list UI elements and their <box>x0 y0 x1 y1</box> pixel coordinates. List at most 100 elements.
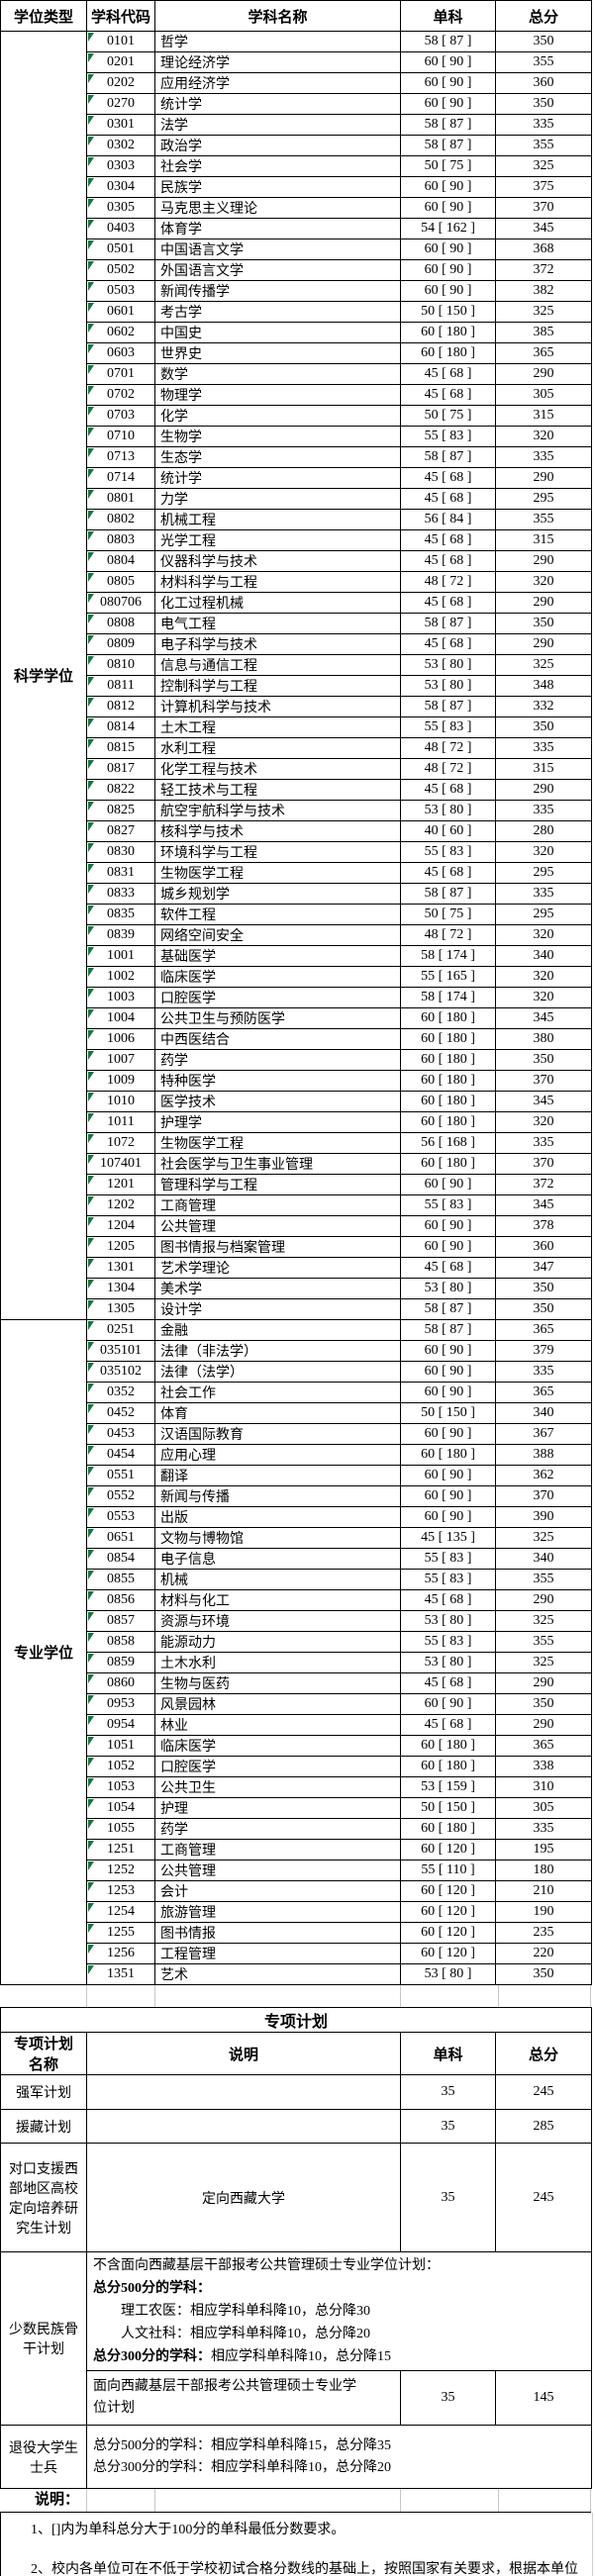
table-row: 0859 土木水利 53 [ 80 ] 325 <box>1 1652 592 1673</box>
total-score: 320 <box>533 990 554 1004</box>
total-score-cell: 345 <box>495 1007 592 1029</box>
plan-name: 强军计划 <box>0 2074 87 2110</box>
total-score: 378 <box>533 1218 554 1233</box>
single-score: 60 [ 180 ] <box>421 1094 475 1108</box>
cell-corner-marker <box>88 1321 94 1330</box>
subject-name: 药学 <box>160 1054 188 1069</box>
subject-name: 风景园林 <box>160 1698 216 1713</box>
subject-code: 0822 <box>107 782 135 797</box>
single-score: 60 [ 180 ] <box>421 1759 475 1773</box>
subject-code-cell: 1010 <box>86 1091 155 1112</box>
subject-name: 土木水利 <box>160 1657 216 1671</box>
header-plan-desc: 说明 <box>86 2032 401 2075</box>
subject-name: 马克思主义理论 <box>160 202 257 217</box>
total-score: 365 <box>533 1384 554 1399</box>
single-score: 45 [ 68 ] <box>424 491 472 506</box>
total-score: 290 <box>533 470 554 485</box>
total-score: 310 <box>533 1779 554 1794</box>
single-score-cell: 60 [ 120 ] <box>400 1839 496 1860</box>
subject-code: 1254 <box>107 1904 135 1919</box>
total-score-cell: 350 <box>495 716 592 738</box>
subject-name: 图书情报 <box>160 1927 216 1942</box>
table-row: 1253 会计 60 [ 120 ] 210 <box>1 1880 592 1902</box>
cell-corner-marker <box>88 1113 94 1122</box>
subject-name: 旅游管理 <box>160 1906 216 1921</box>
table-row: 0551 翻译 60 [ 90 ] 362 <box>1 1465 592 1486</box>
table-row: 1055 药学 60 [ 180 ] 335 <box>1 1818 592 1840</box>
total-score-cell: 370 <box>495 1485 592 1507</box>
table-row: 107401 社会医学与卫生事业管理 60 [ 180 ] 370 <box>1 1153 592 1175</box>
subject-code-cell: 1305 <box>86 1298 155 1320</box>
cell-corner-marker <box>88 157 94 166</box>
subject-name-cell: 资源与环境 <box>154 1610 401 1632</box>
single-score-cell: 60 [ 90 ] <box>400 1465 496 1486</box>
cell-corner-marker <box>88 1654 94 1663</box>
single-score: 50 [ 75 ] <box>424 906 472 921</box>
total-score-cell: 362 <box>495 1465 592 1486</box>
plan-name: 援藏计划 <box>0 2109 87 2144</box>
single-score: 58 [ 87 ] <box>424 699 472 714</box>
subject-code-cell: 0202 <box>86 72 155 94</box>
cell-corner-marker <box>88 1737 94 1746</box>
note-item-2: 2、校内各单位可在不低于学校初试合格分数线的基础上，按照国家有关要求，根据本单位… <box>31 2562 578 2576</box>
single-score: 60 [ 120 ] <box>421 1904 475 1919</box>
subject-code-cell: 0804 <box>86 550 155 572</box>
table-row: 1351 艺术 53 [ 80 ] 350 <box>1 1963 592 1985</box>
desc-line: 理工农医：相应学科单科降10，总分降30 <box>93 2304 370 2319</box>
subject-code-cell: 0801 <box>86 488 155 510</box>
subject-name: 生物医学工程 <box>160 867 244 882</box>
table-row: 0839 网络空间安全 48 [ 72 ] 320 <box>1 924 592 946</box>
single-score: 60 [ 120 ] <box>421 1946 475 1960</box>
cell-corner-marker <box>88 1217 94 1226</box>
total-score: 372 <box>533 1177 554 1192</box>
total-score-cell: 290 <box>495 592 592 614</box>
total-score: 350 <box>533 1696 554 1711</box>
single-score-cell: 58 [ 174 ] <box>400 987 496 1008</box>
subject-code-cell: 035101 <box>86 1340 155 1362</box>
single-score: 48 [ 72 ] <box>424 740 472 755</box>
single-score: 45 [ 68 ] <box>424 553 472 568</box>
total-score-cell: 335 <box>495 1361 592 1383</box>
single-score-cell: 55 [ 83 ] <box>400 716 496 738</box>
single-score-cell: 60 [ 180 ] <box>400 1444 496 1466</box>
subject-code-cell: 0808 <box>86 613 155 634</box>
subject-name-cell: 生物医学工程 <box>154 862 401 884</box>
subject-name-cell: 航空宇航科学与技术 <box>154 800 401 821</box>
total-score-cell: 347 <box>495 1257 592 1279</box>
header-total-score: 总分 <box>495 0 592 32</box>
total-score: 379 <box>533 1343 554 1358</box>
single-score-cell: 55 [ 110 ] <box>400 1860 496 1881</box>
total-score: 370 <box>533 200 554 215</box>
total-score: 295 <box>533 491 554 506</box>
table-row: 035102 法律（法学） 60 [ 90 ] 335 <box>1 1361 592 1383</box>
cell-corner-marker <box>88 448 94 457</box>
total-score: 390 <box>533 1509 554 1524</box>
single-score-cell: 50 [ 150 ] <box>400 1402 496 1424</box>
total-score: 320 <box>533 969 554 984</box>
total-score: 350 <box>533 1281 554 1295</box>
subject-code-cell: 0702 <box>86 384 155 406</box>
subject-code-cell: 0602 <box>86 322 155 343</box>
table-row: 0803 光学工程 45 [ 68 ] 315 <box>1 529 592 551</box>
subject-code-cell: 0831 <box>86 862 155 884</box>
subject-code: 0305 <box>107 200 135 215</box>
total-score: 367 <box>533 1426 554 1441</box>
single-score-cell: 60 [ 180 ] <box>400 342 496 364</box>
cell-corner-marker <box>88 1716 94 1725</box>
plan-desc: 总分500分的学科：相应学科单科降15，总分降35 总分300分的学科：相应学科… <box>85 2425 593 2489</box>
single-score-cell: 45 [ 68 ] <box>400 592 496 614</box>
subject-name: 材料科学与工程 <box>160 576 257 591</box>
total-score-cell: 315 <box>495 405 592 427</box>
subject-name: 政治学 <box>160 140 202 154</box>
subject-name: 化学 <box>160 410 188 425</box>
total-score: 350 <box>533 1301 554 1316</box>
subject-code-cell: 1255 <box>86 1922 155 1944</box>
table-row: 0552 新闻与传播 60 [ 90 ] 370 <box>1 1485 592 1507</box>
subject-name-cell: 临床医学 <box>154 1735 401 1757</box>
total-score: 305 <box>533 387 554 402</box>
total-score-cell: 325 <box>495 301 592 323</box>
subject-name-cell: 考古学 <box>154 301 401 323</box>
subject-name-cell: 仪器科学与技术 <box>154 550 401 572</box>
subject-name-cell: 外国语言文学 <box>154 259 401 281</box>
subject-code-cell: 0101 <box>86 31 155 52</box>
